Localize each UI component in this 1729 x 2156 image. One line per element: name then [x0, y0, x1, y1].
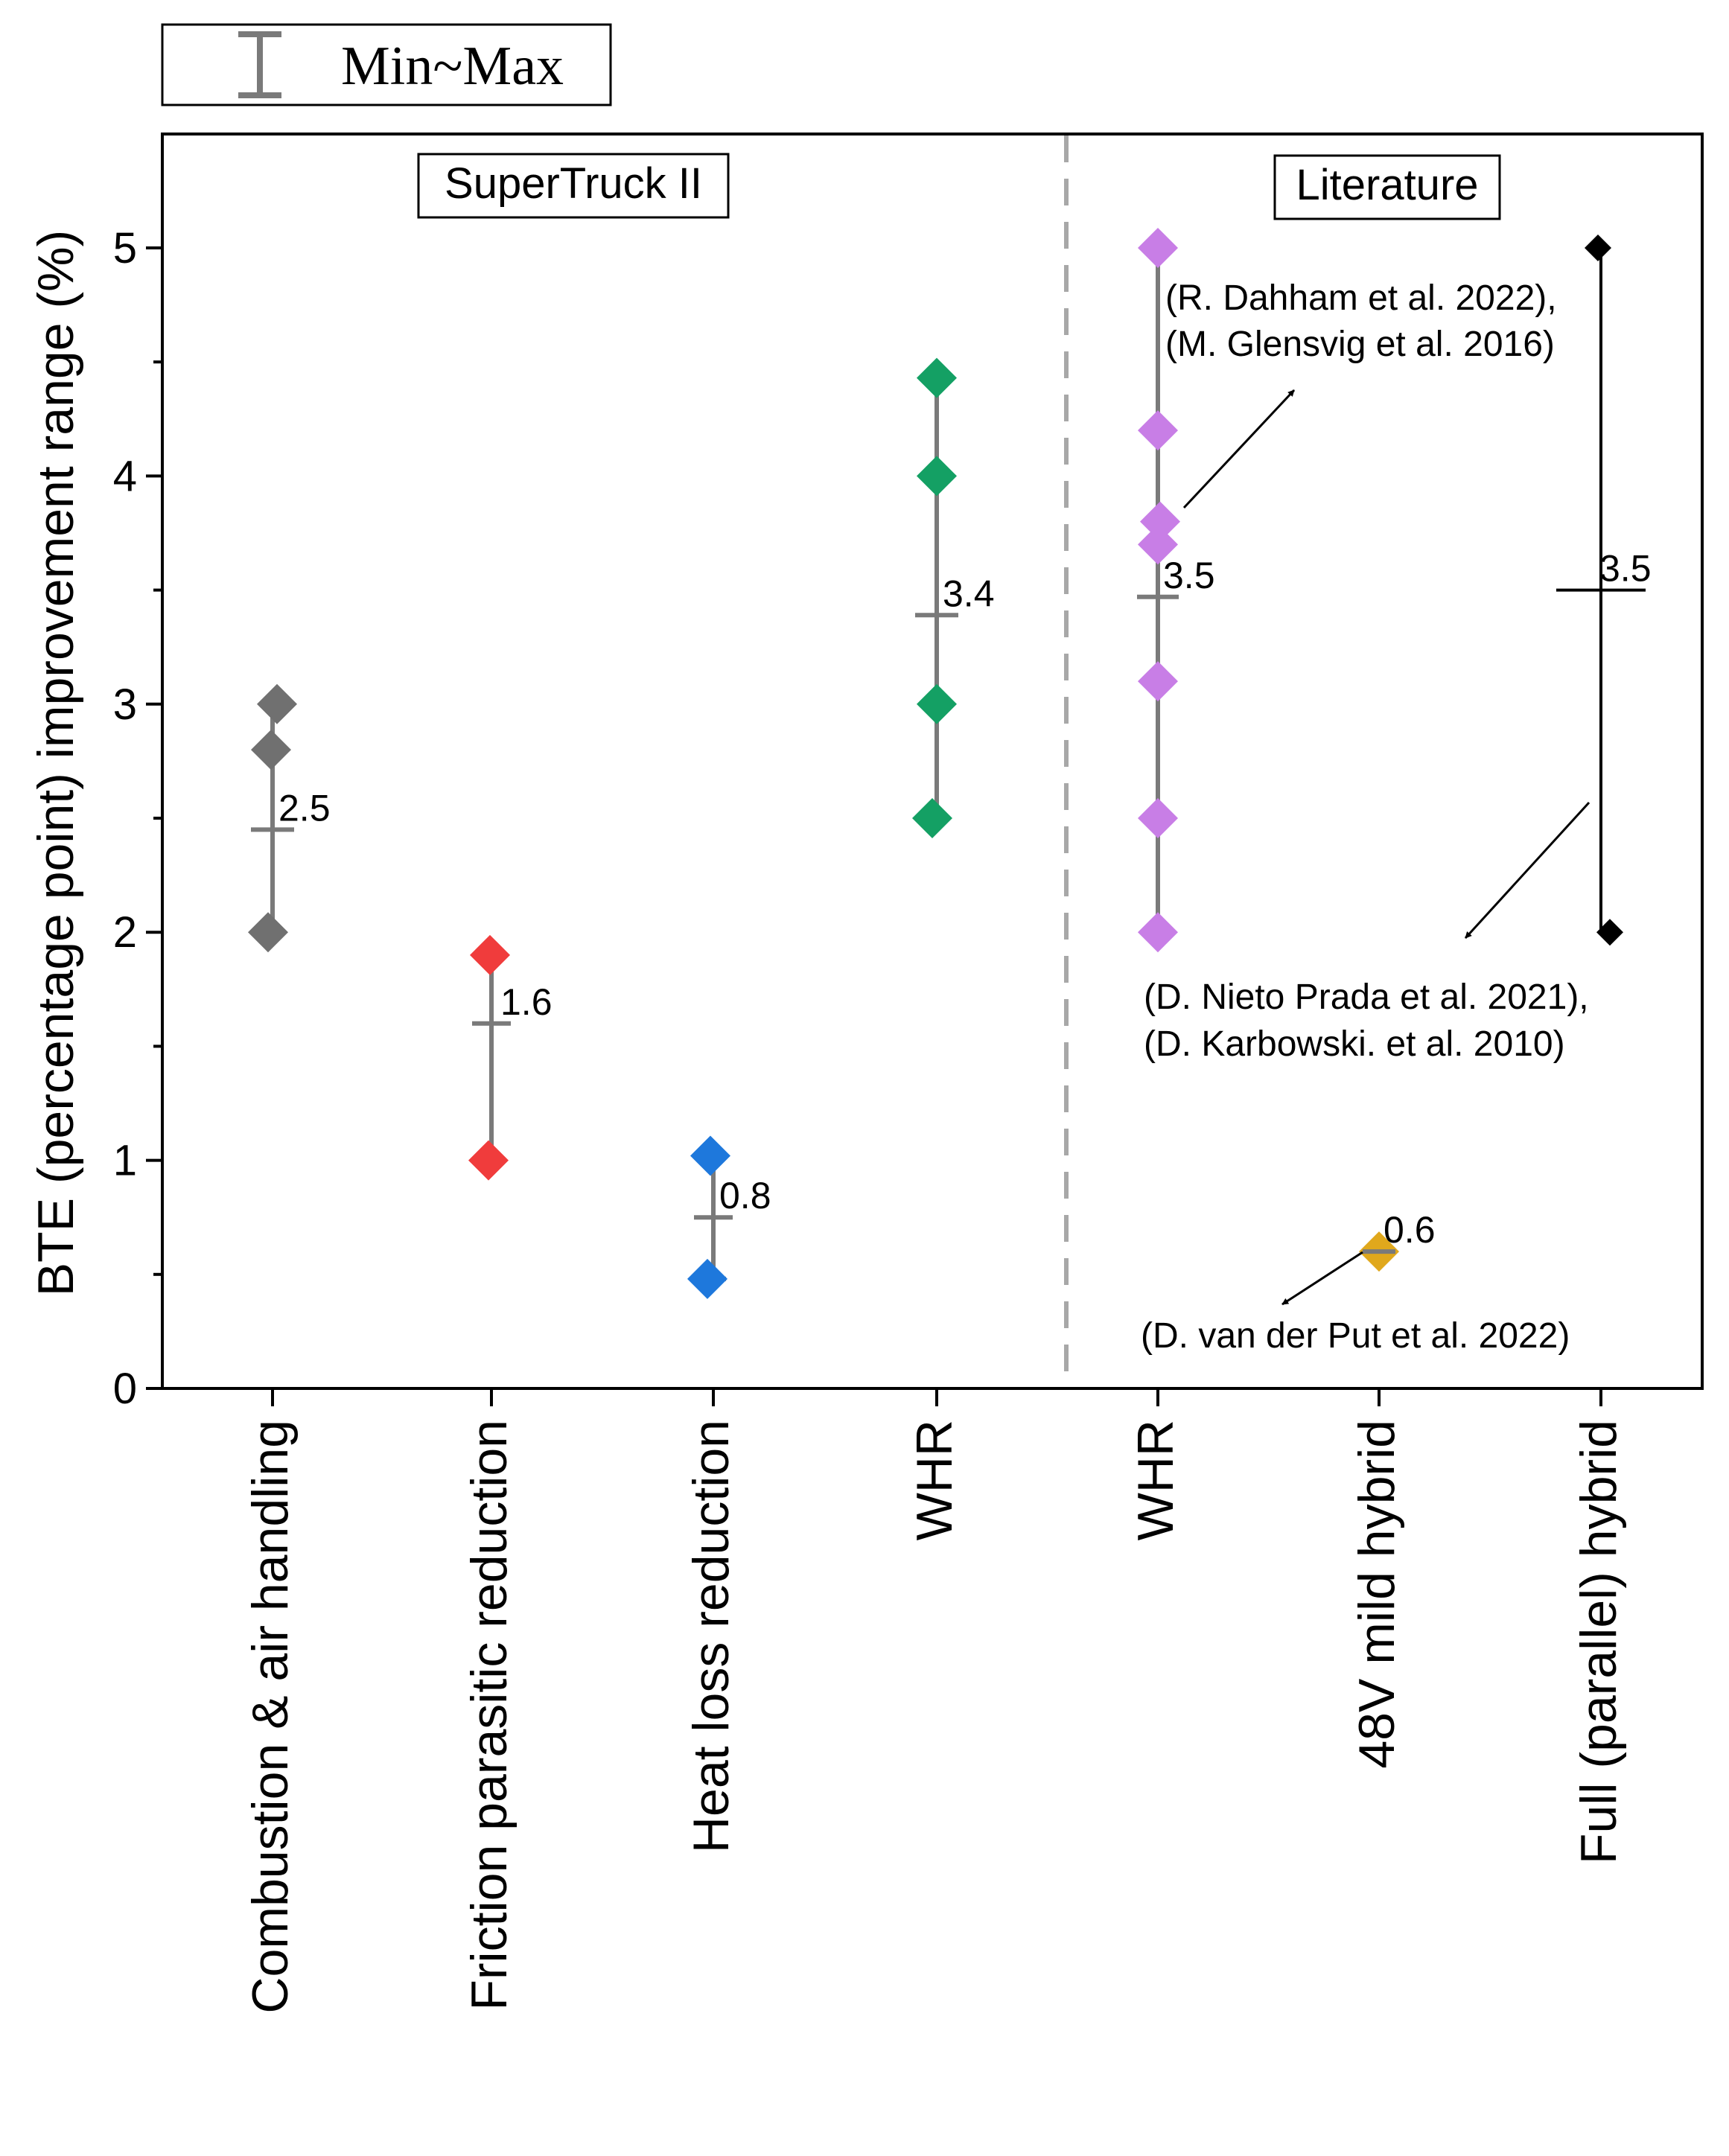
annotation-full-hybrid-line-1: (D. Nieto Prada et al. 2021), [1144, 977, 1589, 1017]
annotation-whr-literature: (R. Dahham et al. 2022), (M. Glensvig et… [1165, 278, 1557, 509]
x-tick-label: WHR [906, 1420, 963, 1540]
legend-label: Min~Max [341, 36, 564, 97]
y-axis-title: BTE (percentage point) improvement range… [28, 230, 84, 1296]
annotation-full-hybrid-line-2: (D. Karbowski. et al. 2010) [1144, 1024, 1565, 1064]
x-tick-label: Full (parallel) hybrid [1570, 1420, 1627, 1864]
annotation-mild-hybrid: (D. van der Put et al. 2022) [1141, 1251, 1570, 1356]
plot-frame [161, 133, 1704, 1390]
y-tick-label: 5 [113, 224, 137, 272]
data-point [470, 934, 510, 975]
series-1: 1.6 [468, 934, 553, 1181]
data-point [1138, 912, 1178, 953]
data-point [468, 1140, 509, 1181]
group-label-literature: Literature [1273, 154, 1501, 220]
x-tick-label: Friction parasitic reduction [461, 1420, 518, 2011]
y-tick-label: 0 [113, 1365, 137, 1413]
y-tick-label: 2 [113, 908, 137, 957]
x-tick-label: Heat loss reduction [683, 1420, 739, 1853]
legend: Min~Max [161, 23, 612, 106]
annotation-whr-arrow [1182, 389, 1296, 509]
data-point [1138, 228, 1178, 268]
y-tick-label: 3 [113, 680, 137, 729]
x-tick-label: Combustion & air handling [242, 1420, 299, 2014]
x-axis: Combustion & air handling Friction parasi… [242, 1388, 1627, 2014]
annotation-mild-hybrid-arrow [1281, 1251, 1363, 1306]
annotation-full-hybrid: (D. Nieto Prada et al. 2021), (D. Karbow… [1144, 801, 1591, 1064]
annotation-whr-line-1: (R. Dahham et al. 2022), [1165, 278, 1557, 318]
y-tick-label: 1 [113, 1137, 137, 1185]
annotation-mild-hybrid-line-1: (D. van der Put et al. 2022) [1141, 1316, 1570, 1356]
group-label-literature-text: Literature [1296, 161, 1478, 209]
data-point [1585, 235, 1611, 261]
data-point [1138, 410, 1178, 451]
mean-label: 2.5 [278, 787, 331, 829]
data-point [248, 912, 288, 953]
data-point [1138, 661, 1178, 702]
series-3: 3.4 [912, 357, 995, 838]
legend-errorbar-icon [238, 31, 281, 98]
mean-label: 3.4 [943, 573, 995, 614]
data-point [917, 456, 957, 497]
series-layer: 2.5 1.6 0.8 3.4 3.5 0.6 3.5 [248, 228, 1652, 1299]
x-tick-label: WHR [1127, 1420, 1184, 1540]
data-point [690, 1135, 730, 1176]
series-2: 0.8 [687, 1135, 771, 1299]
mean-label: 3.5 [1163, 555, 1215, 596]
data-point [917, 357, 957, 398]
mean-label: 3.5 [1599, 548, 1652, 590]
annotation-whr-line-2: (M. Glensvig et al. 2016) [1165, 325, 1555, 364]
group-label-literature-box [1273, 154, 1501, 220]
group-label-supertruck-text: SuperTruck II [445, 159, 702, 208]
data-point [912, 798, 952, 838]
series-6: 3.5 [1556, 235, 1652, 946]
mean-label: 1.6 [500, 981, 553, 1023]
data-point [257, 683, 297, 724]
data-point [687, 1258, 727, 1299]
mean-label: 0.6 [1383, 1209, 1436, 1251]
data-point [251, 730, 291, 771]
annotation-full-hybrid-arrow [1464, 801, 1591, 940]
data-point [1138, 798, 1178, 838]
y-tick-label: 4 [113, 452, 137, 500]
mean-label: 0.8 [719, 1175, 771, 1216]
series-4: 3.5 [1137, 228, 1215, 953]
series-0: 2.5 [248, 683, 331, 953]
x-tick-label: 48V mild hybrid [1349, 1420, 1405, 1769]
y-axis: 0 1 2 3 4 5 [113, 134, 164, 1413]
data-point [1596, 919, 1623, 946]
series-5: 0.6 [1359, 1209, 1436, 1272]
data-point [1140, 501, 1180, 542]
data-point [917, 683, 957, 724]
data-point [1138, 524, 1178, 565]
legend-box [161, 23, 612, 106]
group-label-supertruck: SuperTruck II [417, 153, 730, 219]
group-label-supertruck-box [417, 153, 730, 219]
